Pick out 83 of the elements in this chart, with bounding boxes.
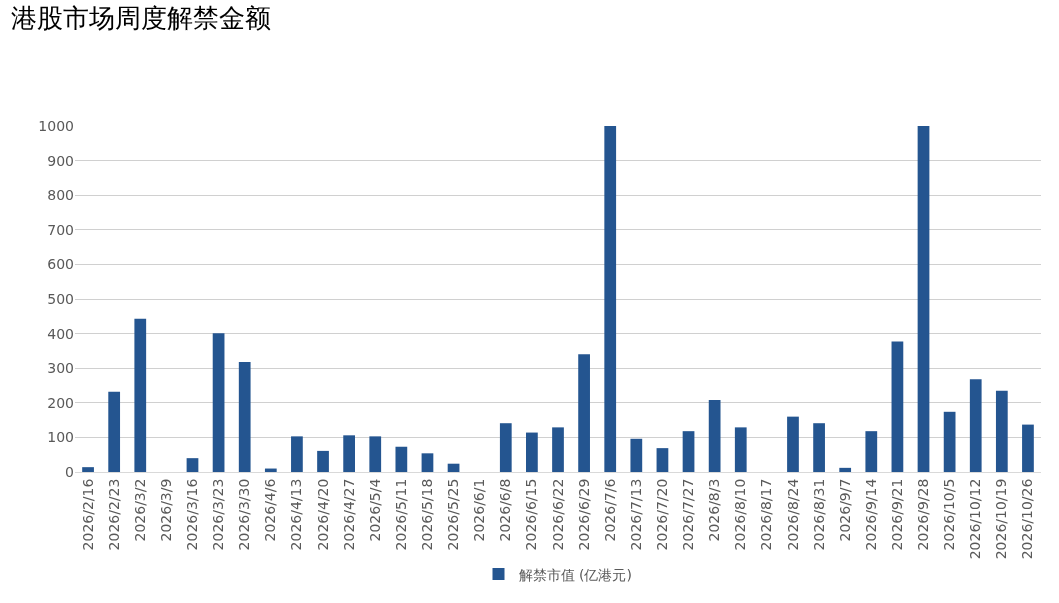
- bar: [813, 423, 825, 472]
- chart-title: 港股市场周度解禁金额: [10, 3, 271, 34]
- x-tick-label: 2026/3/30: [236, 478, 253, 551]
- bar: [395, 446, 408, 472]
- x-tick-label: 2026/4/6: [262, 478, 279, 542]
- x-tick-label: 2026/6/8: [497, 478, 514, 542]
- bar: [995, 390, 1008, 472]
- x-tick-label: 2026/8/31: [810, 478, 827, 551]
- legend-label: 解禁市值 (亿港元): [518, 566, 632, 583]
- bar: [839, 467, 852, 472]
- x-tick-label: 2026/6/15: [523, 478, 540, 551]
- y-tick-label: 600: [47, 256, 74, 273]
- x-tick-label: 2026/4/27: [340, 478, 357, 551]
- y-tick-label: 800: [47, 187, 74, 204]
- x-tick-label: 2026/6/29: [575, 478, 592, 551]
- y-tick-label: 0: [65, 463, 74, 480]
- y-tick-label: 500: [47, 290, 74, 307]
- x-tick-label: 2026/3/9: [157, 478, 174, 542]
- x-tick-label: 2026/6/1: [471, 478, 488, 542]
- y-tick-label: 900: [47, 152, 74, 169]
- x-tick-label: 2026/7/13: [627, 478, 644, 551]
- bar: [82, 467, 94, 472]
- y-tick-label: 700: [47, 221, 74, 238]
- bar: [630, 438, 643, 472]
- x-tick-label: 2026/9/21: [888, 478, 905, 551]
- x-tick-label: 2026/8/3: [706, 478, 723, 542]
- bar: [317, 450, 329, 472]
- x-tick-label: 2026/8/24: [784, 478, 801, 551]
- bar: [186, 458, 199, 472]
- x-tick-label: 2026/2/23: [105, 478, 122, 551]
- x-tick-label: 2026/3/2: [131, 478, 148, 542]
- bar: [552, 427, 564, 472]
- x-tick-label: 2026/8/10: [732, 478, 749, 551]
- x-tick-label: 2026/10/12: [967, 478, 984, 560]
- bar: [343, 435, 356, 472]
- x-tick-label: 2026/5/18: [419, 478, 436, 551]
- x-tick-label: 2026/4/20: [314, 478, 331, 551]
- x-tick-label: 2026/10/26: [1019, 478, 1036, 560]
- y-tick-label: 1000: [38, 117, 74, 134]
- bar: [526, 432, 538, 472]
- bar: [734, 427, 747, 472]
- bar: [108, 391, 121, 472]
- bar: [238, 361, 251, 472]
- bar: [499, 423, 512, 472]
- bar: [212, 333, 225, 472]
- bar: [447, 463, 460, 472]
- bar: [917, 126, 930, 472]
- x-tick-label: 2026/6/22: [549, 478, 566, 551]
- x-tick-label: 2026/2/16: [79, 478, 96, 551]
- bar: [578, 354, 590, 472]
- bar: [969, 379, 982, 472]
- y-tick-label: 300: [47, 360, 74, 377]
- bar: [369, 436, 382, 472]
- x-tick-label: 2026/9/28: [915, 478, 932, 551]
- x-tick-label: 2026/5/4: [366, 478, 383, 542]
- bar: [421, 453, 434, 472]
- bar: [891, 341, 904, 472]
- bar: [865, 431, 878, 472]
- y-tick-label: 100: [47, 429, 74, 446]
- x-tick-label: 2026/3/23: [210, 478, 227, 551]
- x-tick-label: 2026/4/13: [288, 478, 305, 551]
- bar: [682, 431, 695, 472]
- bar: [943, 411, 956, 472]
- x-tick-label: 2026/7/20: [653, 478, 670, 551]
- x-tick-label: 2026/7/27: [680, 478, 697, 551]
- bar: [1022, 424, 1034, 472]
- bar: [708, 400, 721, 472]
- x-tick-label: 2026/5/11: [392, 478, 409, 551]
- y-tick-label: 400: [47, 325, 74, 342]
- bar: [134, 318, 147, 472]
- bar: [291, 436, 303, 472]
- x-tick-label: 2026/10/19: [993, 478, 1010, 560]
- x-tick-label: 2026/5/25: [445, 478, 462, 551]
- x-tick-label: 2026/8/17: [758, 478, 775, 551]
- y-tick-label: 200: [47, 394, 74, 411]
- x-tick-label: 2026/7/6: [601, 478, 618, 542]
- x-tick-label: 2026/3/16: [184, 478, 201, 551]
- bar: [787, 416, 799, 472]
- x-tick-label: 2026/10/5: [941, 478, 958, 551]
- bar: [604, 126, 617, 472]
- x-tick-label: 2026/9/14: [862, 478, 879, 551]
- bar: [656, 448, 669, 472]
- x-tick-label: 2026/9/7: [836, 478, 853, 542]
